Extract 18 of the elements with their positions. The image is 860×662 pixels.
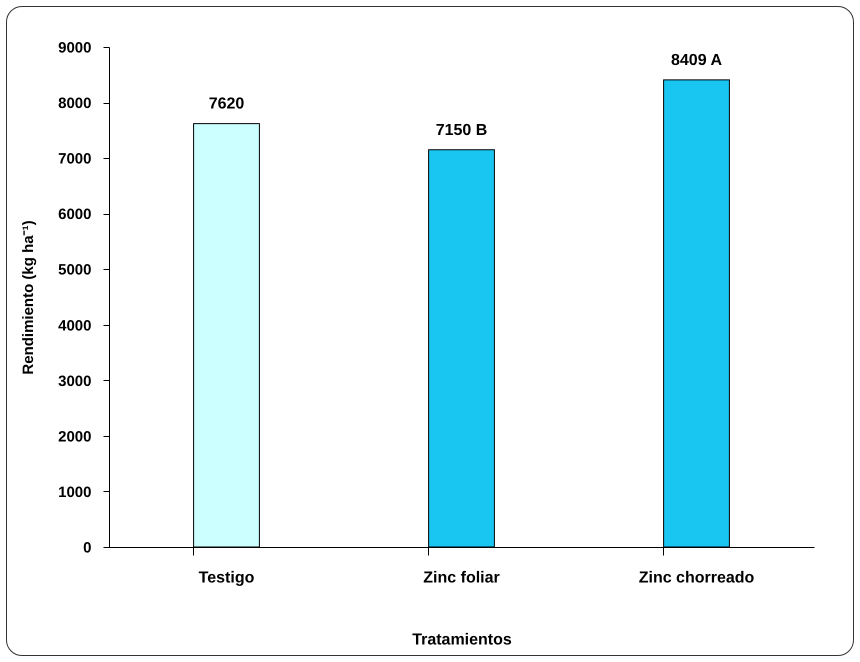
y-tick-label: 9000 [58,40,92,56]
data-label: 7620 [208,96,244,113]
y-axis-title: Rendimiento (kg ha⁻¹) [20,220,38,375]
y-tick-label: 4000 [58,317,92,334]
x-axis-title: Tratamientos [412,632,512,648]
y-tick-label: 1000 [58,484,92,501]
x-tick-label: Zinc foliar [423,570,500,586]
y-tick-label: 8000 [58,95,92,112]
data-label: 8409 A [671,52,722,69]
y-tick-label: 7000 [58,150,92,168]
x-tick-label: Zinc chorreado [638,570,755,586]
x-tick-label: Testigo [198,570,255,586]
y-tick-label: 5000 [58,262,92,279]
y-tick-label: 2000 [58,428,92,446]
data-label: 7150 B [436,122,488,139]
y-tick-label: 0 [83,540,92,556]
y-tick-label: 6000 [58,206,92,224]
y-tick-label: 3000 [58,372,92,390]
